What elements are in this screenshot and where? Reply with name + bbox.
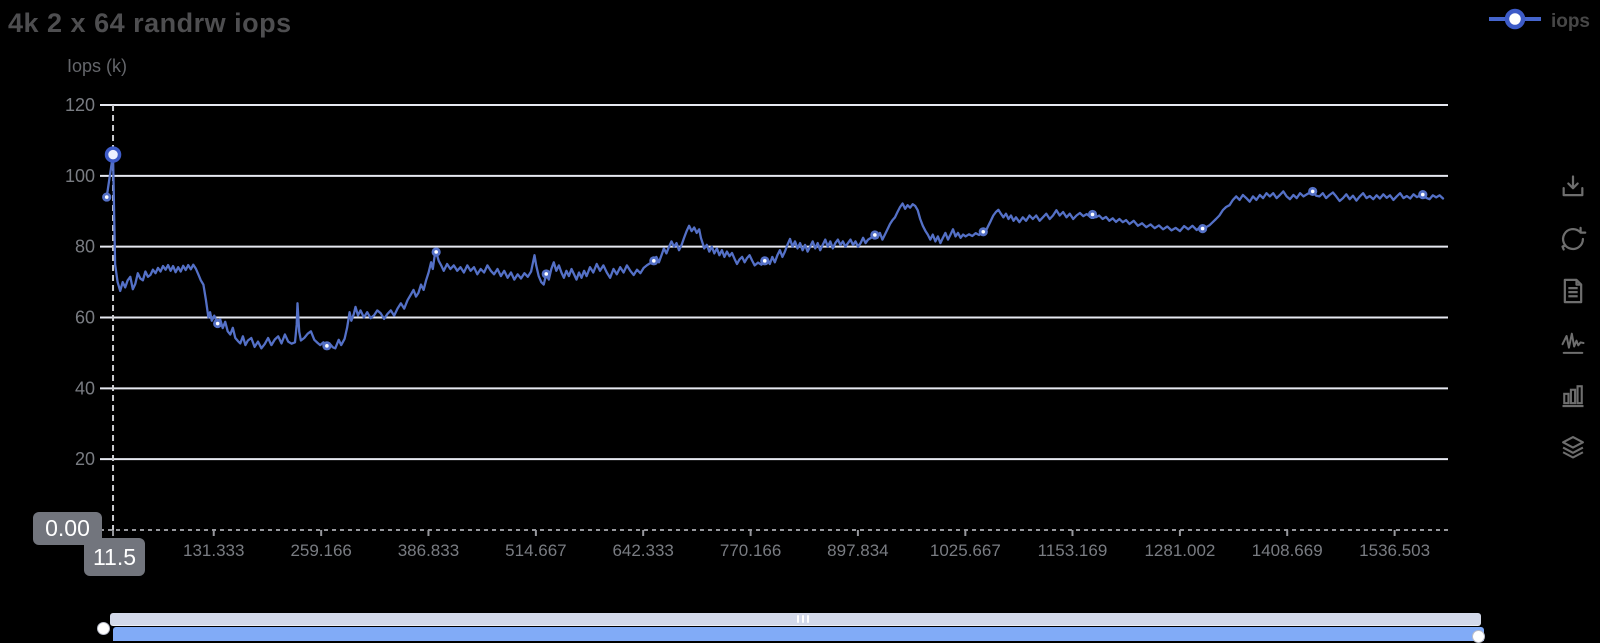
refresh-icon	[1559, 225, 1587, 253]
data-point-marker-center	[1090, 212, 1095, 217]
data-point-marker-center	[762, 259, 767, 263]
data-point-marker-center	[104, 195, 109, 199]
data-point-marker-center	[652, 259, 656, 263]
x-tick-label: 1025.667	[930, 541, 1001, 560]
data-point-marker-center	[1310, 189, 1315, 194]
y-tick-label: 100	[65, 166, 95, 186]
y-tick-label: 80	[75, 237, 95, 257]
x-tick-label: 897.834	[827, 541, 888, 560]
data-point-marker-center	[1200, 226, 1205, 231]
switch-line-chart-button[interactable]	[1558, 328, 1588, 358]
y-tick-label: 20	[75, 449, 95, 469]
x-tick-label: 1408.669	[1252, 541, 1323, 560]
axis-pointer-y-badge: 0.00	[33, 512, 102, 545]
stack-button[interactable]	[1558, 432, 1588, 462]
data-point-marker-center	[873, 233, 877, 237]
x-tick-label: 1281.002	[1144, 541, 1215, 560]
y-tick-label: 40	[75, 378, 95, 398]
data-point-marker-center	[1420, 192, 1425, 197]
axis-pointer-x-badge: 11.5	[84, 538, 145, 576]
data-point-marker-center	[981, 229, 986, 234]
x-tick-label: 514.667	[505, 541, 566, 560]
x-tick-label: 642.333	[612, 541, 673, 560]
line-chart-icon	[1559, 329, 1587, 357]
page-title: 4k 2 x 64 randrw iops	[8, 8, 292, 38]
x-tick-label: 1536.503	[1359, 541, 1430, 560]
bar-chart-icon	[1559, 381, 1587, 409]
data-point-marker-center	[215, 321, 220, 326]
download-icon	[1559, 173, 1587, 201]
legend-line-marker-icon	[1488, 7, 1542, 36]
data-view-button[interactable]	[1558, 276, 1588, 306]
datazoom-grip-handle[interactable]	[795, 615, 811, 623]
save-as-image-button[interactable]	[1558, 172, 1588, 202]
x-tick-label: 131.333	[183, 541, 244, 560]
document-icon	[1559, 277, 1587, 305]
layers-stack-icon	[1559, 433, 1587, 461]
restore-button[interactable]	[1558, 224, 1588, 254]
data-point-marker-center	[434, 250, 438, 254]
datazoom-selected-range[interactable]	[113, 627, 1484, 641]
series-line-iops	[105, 153, 1445, 350]
x-tick-label: 259.166	[290, 541, 351, 560]
legend-item-label: iops	[1550, 10, 1590, 32]
datazoom-right-handle[interactable]	[1472, 630, 1485, 643]
x-tick-label: 1153.169	[1038, 541, 1108, 560]
datazoom-left-handle[interactable]	[97, 622, 110, 635]
datazoom-slider-track[interactable]	[110, 613, 1481, 626]
hovered-data-point-marker[interactable]	[104, 146, 122, 163]
data-point-marker-center	[544, 272, 549, 276]
x-tick-label: 386.833	[398, 541, 459, 560]
data-point-marker-center	[325, 344, 329, 348]
y-tick-label: 120	[65, 95, 95, 115]
chart-toolbox	[1558, 172, 1588, 462]
switch-bar-chart-button[interactable]	[1558, 380, 1588, 410]
x-tick-label: 770.166	[720, 541, 781, 560]
y-axis-name: Iops (k)	[67, 56, 128, 76]
legend-item-iops[interactable]: iops	[1488, 7, 1590, 36]
y-tick-label: 60	[75, 308, 95, 328]
